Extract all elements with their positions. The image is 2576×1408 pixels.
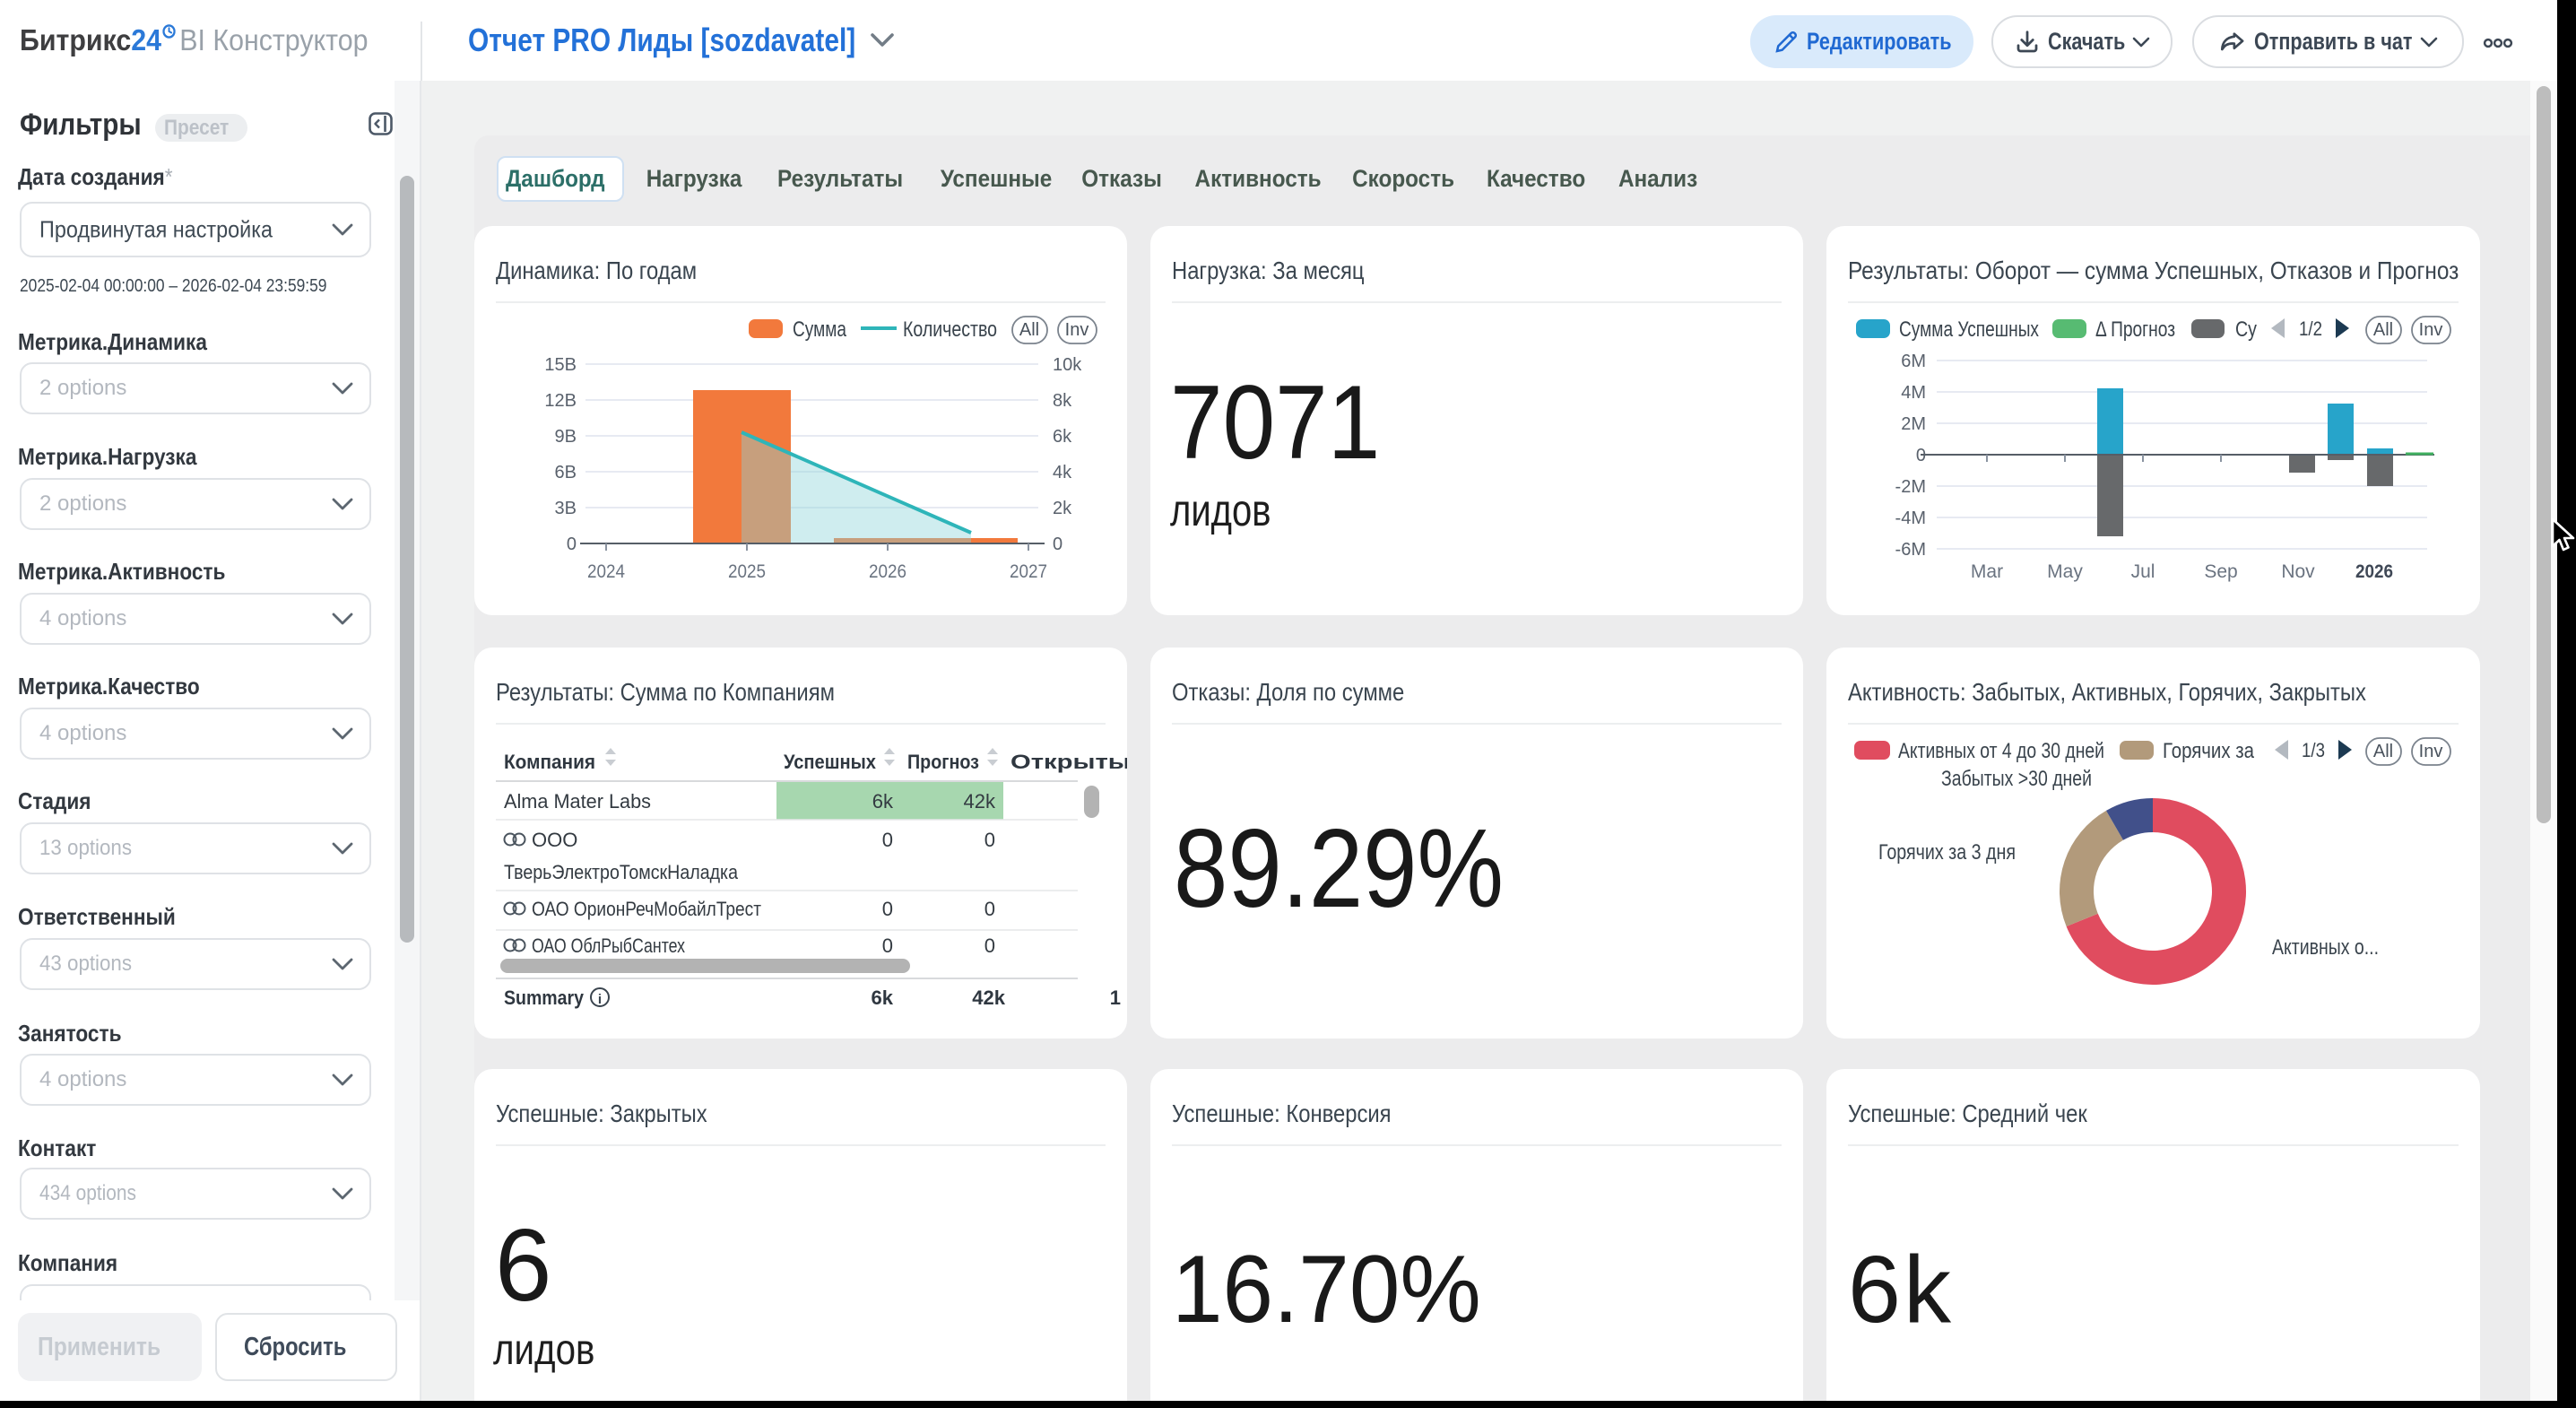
svg-text:9B: 9B [555,427,577,447]
svg-text:2026: 2026 [2355,561,2393,582]
svg-text:Прогноз: Прогноз [907,751,979,773]
svg-text:Inv: Inv [2419,742,2443,761]
svg-text:Nov: Nov [2281,561,2315,582]
svg-text:Забытых >30 дней: Забытых >30 дней [1941,767,2092,791]
svg-text:0: 0 [984,934,995,957]
svg-text:6k: 6k [1053,427,1072,447]
svg-text:0: 0 [984,898,995,920]
svg-text:Inv: Inv [1065,320,1089,340]
svg-text:-4M: -4M [1895,508,1926,528]
svg-text:1/3: 1/3 [2302,739,2325,761]
svg-text:0: 0 [984,829,995,851]
svg-text:4M: 4M [1901,383,1926,403]
svg-text:Сумма Успешных: Сумма Успешных [1899,317,2039,342]
svg-text:42k: 42k [964,790,996,813]
svg-text:All: All [2373,742,2393,761]
svg-text:Summary: Summary [504,986,585,1009]
svg-text:ТверьЭлектроТомскНаладка: ТверьЭлектроТомскНаладка [504,861,739,883]
svg-text:All: All [1019,320,1039,340]
svg-text:6k: 6k [872,986,894,1009]
svg-text:Inv: Inv [2419,320,2443,340]
svg-text:2024: 2024 [587,561,625,582]
svg-text:Активных от 4 до 30 дней: Активных от 4 до 30 дней [1898,739,2104,763]
svg-text:1/2: 1/2 [2299,317,2322,340]
svg-text:-2M: -2M [1895,477,1926,497]
svg-text:i: i [598,992,602,1007]
svg-text:ОАО ОрионРечМобайлТрест: ОАО ОрионРечМобайлТрест [532,898,761,920]
svg-text:Горячих за 3 дня: Горячих за 3 дня [1878,840,2016,865]
svg-text:2027: 2027 [1010,561,1047,582]
svg-text:2025: 2025 [728,561,766,582]
svg-text:6k: 6k [872,790,894,813]
svg-text:Сумма: Сумма [793,317,847,342]
svg-text:8k: 8k [1053,391,1072,411]
svg-text:0: 0 [882,934,893,957]
svg-text:ОАО ОблРыбСантех: ОАО ОблРыбСантех [532,934,685,957]
svg-text:Mar: Mar [1971,561,2003,582]
svg-text:All: All [2373,320,2393,340]
svg-text:0: 0 [882,829,893,851]
svg-text:6M: 6M [1901,352,1926,371]
svg-text:0: 0 [567,535,577,554]
svg-text:Sep: Sep [2204,561,2237,582]
svg-text:0: 0 [1053,535,1062,554]
svg-text:Jul: Jul [2131,561,2155,582]
svg-text:Су: Су [2235,317,2257,342]
svg-text:12B: 12B [544,391,577,411]
svg-text:1: 1 [1110,986,1121,1009]
svg-text:4k: 4k [1053,463,1072,482]
svg-text:10k: 10k [1053,355,1082,375]
svg-text:Alma Mater Labs: Alma Mater Labs [504,790,651,813]
svg-text:Горячих за: Горячих за [2163,739,2255,763]
svg-text:Активных о...: Активных о... [2272,935,2379,960]
svg-text:6B: 6B [555,463,577,482]
svg-text:May: May [2047,561,2083,582]
svg-text:42k: 42k [972,986,1005,1009]
svg-text:2M: 2M [1901,414,1926,434]
svg-text:Δ Прогноз: Δ Прогноз [2095,317,2175,342]
svg-text:3B: 3B [555,499,577,518]
svg-text:Количество: Количество [903,317,997,342]
svg-text:Открытых: Открытых [1010,751,1127,773]
svg-text:Компания: Компания [504,751,595,773]
svg-text:-6M: -6M [1895,540,1926,560]
svg-text:15B: 15B [544,355,577,375]
svg-text:2026: 2026 [869,561,906,582]
svg-text:2k: 2k [1053,499,1072,518]
svg-text:0: 0 [882,898,893,920]
svg-text:Успешных: Успешных [784,751,877,773]
svg-text:ООО: ООО [532,829,577,851]
